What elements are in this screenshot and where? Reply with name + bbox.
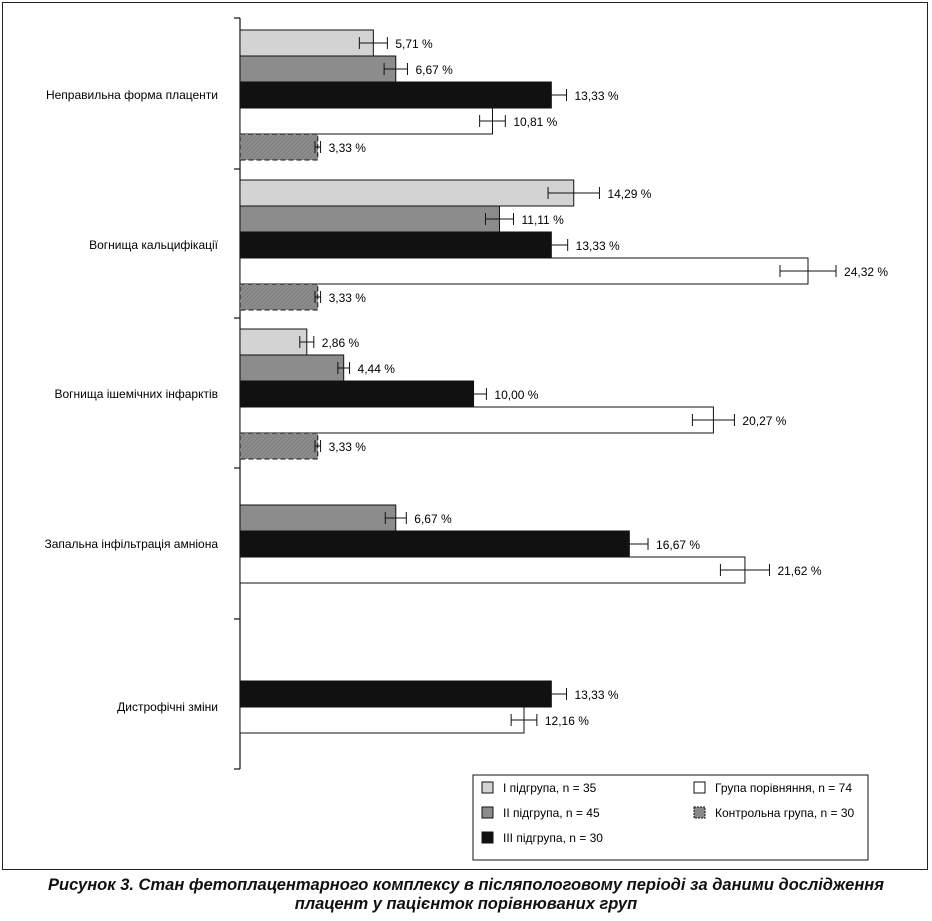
bar-ctl [239,283,319,311]
data-label: 12,16 % [545,714,589,728]
data-label: 6,67 % [415,63,453,77]
data-label: 20,27 % [742,414,786,428]
figure-caption: Рисунок 3. Стан фетоплацентарного компле… [0,876,932,914]
data-label: 3,33 % [329,440,367,454]
axis-layer [234,17,241,770]
data-label: 13,33 % [575,89,619,103]
bar-g1 [239,179,575,207]
caption-line-1: Рисунок 3. Стан фетоплацентарного компле… [48,876,884,894]
data-label: 3,33 % [329,291,367,305]
data-label: 2,86 % [322,336,360,350]
data-label: 21,62 % [777,564,821,578]
bar-chart: Неправильна форма плаценти 5,71 % 6,67 % 13… [44,17,888,861]
bar-g3 [239,680,552,708]
legend-swatch-g3 [481,831,494,844]
data-label: 10,00 % [494,388,538,402]
bar-cmp [239,107,493,135]
bar-g3 [239,81,552,109]
category-label: Вогнища кальцифікації [89,238,219,252]
data-label: 13,33 % [575,688,619,702]
data-label: 13,33 % [576,239,620,253]
legend-label-g2: II підгрупа, n = 45 [503,806,600,820]
data-label: 11,11 % [521,213,564,227]
category-label: Вогнища ішемічних інфарктів [55,387,219,401]
bar-layer [239,29,837,734]
bar-g1 [239,328,308,356]
data-label: 10,81 % [513,115,557,129]
label-layer: Неправильна форма плаценти 5,71 % 6,67 % 13… [44,37,888,728]
data-label: 16,67 % [656,538,700,552]
legend-swatch-cmp [693,781,706,794]
legend-label-g3: III підгрупа, n = 30 [503,831,603,845]
data-label: 4,44 % [358,362,396,376]
legend-label-ctl: Контрольна група, n = 30 [715,806,855,820]
legend-swatch-g2 [481,806,494,819]
legend-swatch-ctl [693,806,706,819]
bar-g1 [239,29,374,57]
legend-label-cmp: Група порівняння, n = 74 [715,781,852,795]
caption-line-2: плацент у пацієнток порівнюваних груп [294,895,638,913]
bar-cmp [239,556,746,584]
data-label: 6,67 % [414,512,452,526]
bar-ctl [239,133,319,161]
bar-g3 [239,530,630,558]
category-label: Дистрофічні зміни [117,700,218,714]
legend-label-g1: I підгрупа, n = 35 [503,781,597,795]
bar-g2 [239,354,345,382]
data-label: 3,33 % [329,141,367,155]
legend: I підгрупа, n = 35 II підгрупа, n = 45 III… [472,774,869,861]
bar-g2 [239,55,397,83]
bar-g2 [239,504,397,532]
bar-cmp [239,257,809,285]
category-label: Запальна інфільтрація амніона [44,537,218,551]
chart-frame [2,2,928,870]
bar-cmp [239,406,714,434]
category-label: Неправильна форма плаценти [46,88,218,102]
bar-ctl [239,432,319,460]
data-label: 14,29 % [607,187,651,201]
legend-box [472,774,869,861]
legend-swatch-g1 [481,781,494,794]
bar-g3 [239,231,552,259]
bar-cmp [239,706,525,734]
data-label: 5,71 % [395,37,433,51]
bar-g2 [239,205,500,233]
bar-g3 [239,380,475,408]
data-label: 24,32 % [844,265,888,279]
